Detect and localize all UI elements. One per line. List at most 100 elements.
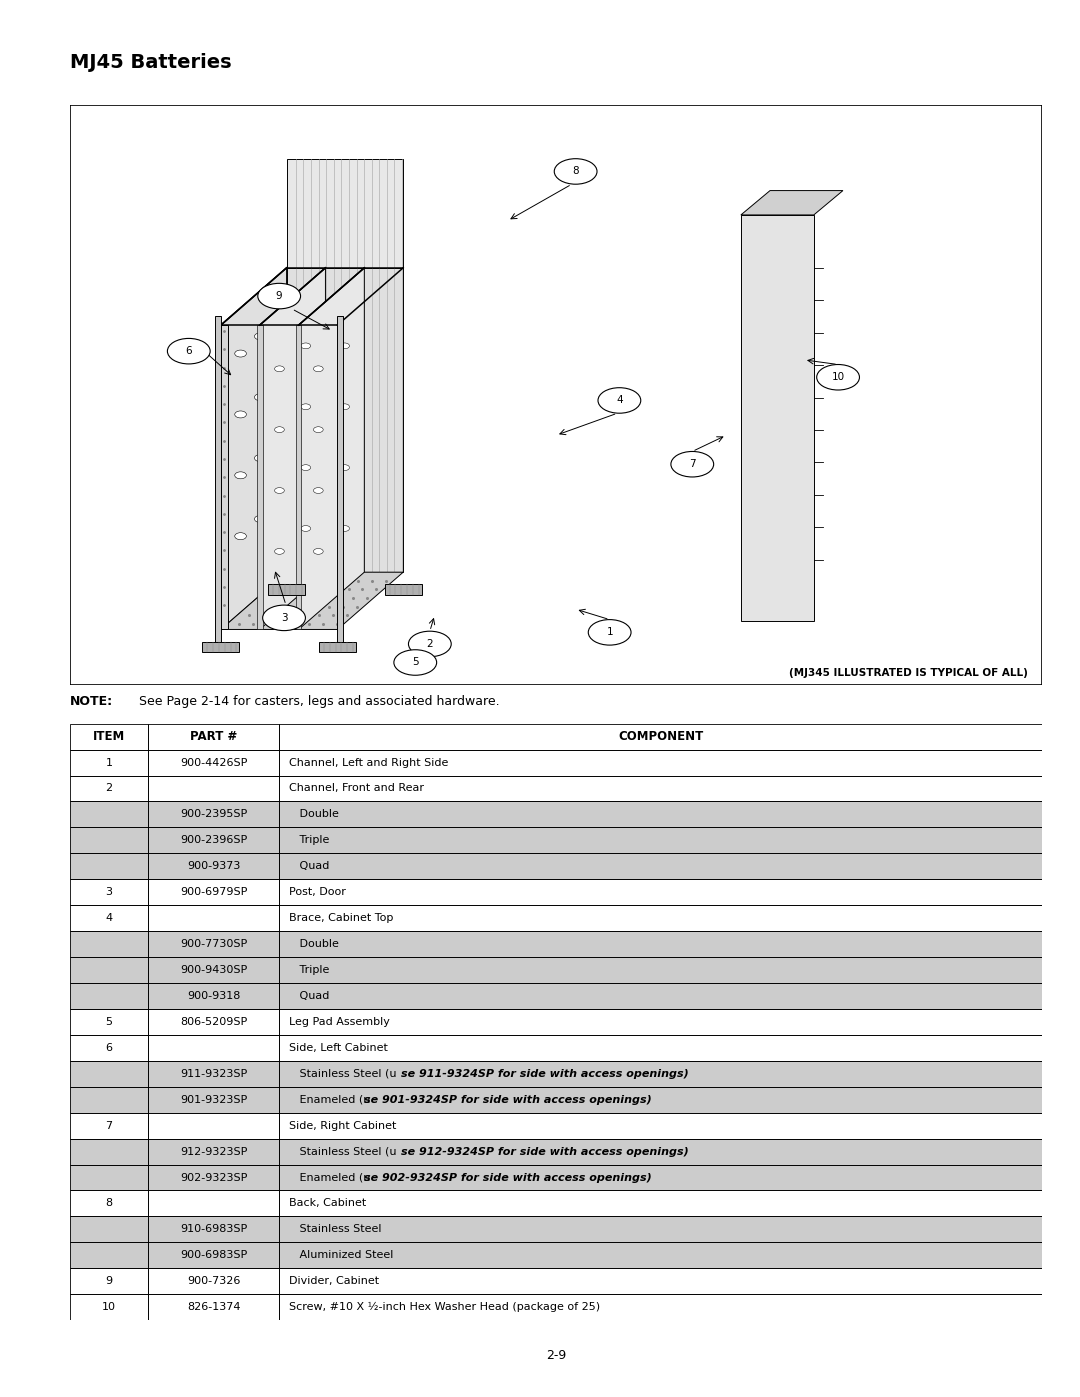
Text: 902-9323SP: 902-9323SP	[180, 1172, 247, 1182]
Bar	[70, 879, 148, 905]
Bar	[70, 1060, 1042, 1087]
Bar	[279, 1087, 1042, 1112]
Text: se 911-9324SP for side with access openings): se 911-9324SP for side with access openi…	[401, 1069, 689, 1078]
Bar	[70, 1009, 1042, 1035]
Bar	[279, 724, 1042, 750]
Bar	[268, 584, 305, 595]
Bar	[279, 905, 1042, 932]
Text: 900-7326: 900-7326	[187, 1277, 240, 1287]
Text: See Page 2-14 for casters, legs and associated hardware.: See Page 2-14 for casters, legs and asso…	[132, 694, 500, 708]
Bar	[70, 879, 1042, 905]
Text: 7: 7	[106, 1120, 112, 1130]
Circle shape	[274, 366, 284, 372]
Bar	[70, 1242, 148, 1268]
Circle shape	[301, 342, 311, 349]
Circle shape	[589, 620, 631, 645]
Bar	[70, 905, 148, 932]
Text: Channel, Left and Right Side: Channel, Left and Right Side	[289, 757, 448, 767]
Bar	[70, 750, 1042, 775]
Text: 5: 5	[106, 1017, 112, 1027]
Bar	[148, 724, 279, 750]
Circle shape	[671, 451, 714, 476]
Bar	[279, 1139, 1042, 1165]
Bar	[279, 827, 1042, 854]
Bar	[148, 1268, 279, 1294]
Bar	[148, 905, 279, 932]
Text: Aluminized Steel: Aluminized Steel	[289, 1250, 393, 1260]
Bar	[148, 750, 279, 775]
Text: COMPONENT: COMPONENT	[618, 731, 703, 743]
Text: 6: 6	[106, 1042, 112, 1053]
Text: 2: 2	[427, 638, 433, 650]
Bar	[70, 1087, 148, 1112]
Circle shape	[313, 488, 323, 493]
Bar	[70, 802, 1042, 827]
Bar	[148, 1087, 279, 1112]
Text: (MJ345 ILLUSTRATED IS TYPICAL OF ALL): (MJ345 ILLUSTRATED IS TYPICAL OF ALL)	[788, 668, 1027, 678]
Circle shape	[313, 426, 323, 433]
Bar	[148, 1112, 279, 1139]
Bar	[70, 1009, 148, 1035]
Circle shape	[408, 631, 451, 657]
Polygon shape	[286, 159, 403, 268]
Circle shape	[394, 650, 436, 675]
Text: MJ45 Batteries: MJ45 Batteries	[70, 53, 232, 73]
Text: 9: 9	[106, 1277, 112, 1287]
Bar	[70, 1190, 148, 1217]
Bar	[279, 1190, 1042, 1217]
Circle shape	[255, 394, 266, 401]
Bar	[279, 1112, 1042, 1139]
Polygon shape	[741, 215, 813, 620]
Bar	[279, 750, 1042, 775]
Circle shape	[313, 366, 323, 372]
Bar	[70, 854, 148, 879]
Circle shape	[262, 605, 306, 630]
Text: 900-2396SP: 900-2396SP	[180, 835, 247, 845]
Circle shape	[598, 388, 640, 414]
Text: 901-9323SP: 901-9323SP	[180, 1095, 247, 1105]
Circle shape	[301, 404, 311, 409]
Text: 900-6983SP: 900-6983SP	[180, 1250, 247, 1260]
Text: 8: 8	[572, 166, 579, 176]
Text: PART #: PART #	[190, 731, 238, 743]
Text: 1: 1	[606, 627, 613, 637]
Text: Stainless Steel (u: Stainless Steel (u	[289, 1147, 396, 1157]
Polygon shape	[298, 268, 364, 630]
Circle shape	[340, 525, 350, 531]
Text: 8: 8	[106, 1199, 112, 1208]
Bar	[148, 775, 279, 802]
Bar	[70, 1294, 1042, 1320]
Circle shape	[274, 488, 284, 493]
Bar	[148, 1035, 279, 1060]
Text: 900-6979SP: 900-6979SP	[180, 887, 247, 897]
Bar	[70, 1035, 148, 1060]
Text: Enameled (u: Enameled (u	[289, 1172, 370, 1182]
Bar	[70, 1112, 1042, 1139]
Circle shape	[313, 549, 323, 555]
Bar	[279, 1060, 1042, 1087]
Circle shape	[340, 404, 350, 409]
Bar	[148, 1190, 279, 1217]
Bar	[70, 724, 148, 750]
Bar	[70, 932, 148, 957]
Bar	[279, 879, 1042, 905]
Text: se 912-9324SP for side with access openings): se 912-9324SP for side with access openi…	[401, 1147, 689, 1157]
Text: Side, Right Cabinet: Side, Right Cabinet	[289, 1120, 396, 1130]
Text: 900-9373: 900-9373	[187, 862, 240, 872]
Bar	[70, 724, 148, 750]
Polygon shape	[259, 268, 325, 630]
Bar	[70, 1217, 1042, 1242]
Bar	[148, 983, 279, 1009]
Text: Quad: Quad	[289, 990, 329, 1002]
Circle shape	[167, 338, 211, 365]
Text: 826-1374: 826-1374	[187, 1302, 241, 1312]
Text: se 901-9324SP for side with access openings): se 901-9324SP for side with access openi…	[364, 1095, 651, 1105]
Text: se 902-9324SP for side with access openings): se 902-9324SP for side with access openi…	[364, 1172, 651, 1182]
Bar	[279, 983, 1042, 1009]
Bar	[279, 1268, 1042, 1294]
Bar	[279, 802, 1042, 827]
Circle shape	[274, 426, 284, 433]
Text: 2: 2	[106, 784, 112, 793]
Bar	[148, 1009, 279, 1035]
Bar	[279, 1035, 1042, 1060]
